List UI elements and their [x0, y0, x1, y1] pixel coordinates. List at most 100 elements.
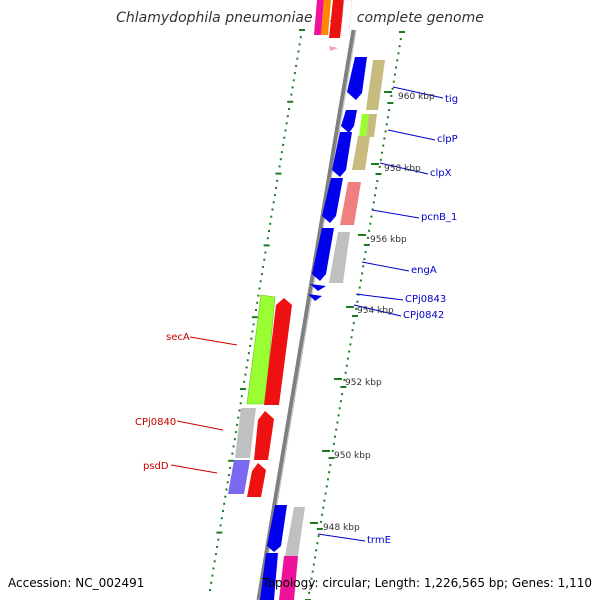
ruler-dot	[226, 481, 229, 484]
gene-callout-line	[170, 464, 218, 474]
ruler-dot	[390, 94, 393, 97]
ruler-dot	[391, 87, 394, 90]
ruler-dot	[233, 438, 236, 441]
ruler-dot	[364, 251, 367, 254]
ruler-dot	[311, 570, 314, 573]
ruler-dot	[256, 301, 259, 304]
ruler-dot	[337, 414, 340, 417]
ruler-dot	[378, 165, 381, 168]
ruler-dot	[331, 449, 334, 452]
ruler-dot	[316, 542, 319, 545]
ruler-dot	[234, 431, 237, 434]
ruler-dot	[315, 549, 318, 552]
gene-label-secA[interactable]: secA	[166, 332, 190, 343]
feature-top-cluster	[314, 0, 353, 51]
ruler-dot	[324, 492, 327, 495]
ruler-dot	[323, 499, 326, 502]
gene-label-clpP[interactable]: clpP	[437, 134, 458, 145]
ruler-dot	[376, 180, 379, 183]
ruler-dot	[386, 116, 389, 119]
ruler-dot	[374, 194, 376, 197]
gene-label-tig[interactable]: tig	[445, 94, 458, 105]
ruler-dot	[299, 29, 305, 31]
gene-callout-line	[379, 162, 429, 175]
gene-label-clpX[interactable]: clpX	[430, 168, 452, 179]
ruler-dot	[227, 474, 230, 477]
ruler-dot	[393, 73, 396, 76]
ruler-dot	[295, 64, 298, 67]
genome-backbone	[256, 29, 357, 600]
ruler-dot	[368, 229, 371, 232]
ruler-dot	[275, 186, 278, 189]
ruler-dot	[395, 66, 398, 69]
ruler-dot	[338, 407, 341, 410]
feature-tig	[347, 57, 385, 110]
ruler-inner	[209, 29, 305, 591]
gene-label-psdD[interactable]: psdD	[143, 461, 169, 472]
ruler-dot	[259, 280, 262, 283]
gene-label-trmE[interactable]: trmE	[367, 535, 391, 546]
ruler-dot	[332, 442, 335, 445]
ruler-dot	[291, 86, 294, 89]
ruler-dot	[231, 452, 234, 455]
ruler-dot	[263, 244, 270, 247]
ruler-dot	[214, 553, 217, 556]
position-label-956: 956 kbp	[370, 235, 407, 245]
gene-label-engA[interactable]: engA	[411, 265, 437, 276]
gene-callout-line	[361, 261, 410, 272]
ruler-dot	[384, 130, 387, 133]
ruler-dot	[379, 158, 382, 161]
ruler-dot	[327, 478, 329, 481]
ruler-dot	[228, 459, 235, 462]
ruler-dot	[251, 316, 258, 319]
ruler-dot	[266, 237, 269, 240]
ruler-dot	[272, 201, 275, 204]
ruler-dot	[398, 45, 401, 48]
ruler-dot	[349, 343, 352, 346]
feature-CPj0842	[308, 294, 322, 301]
ruler-dot	[211, 574, 214, 577]
ruler-dot	[312, 563, 315, 566]
ruler-dot	[292, 79, 295, 82]
ruler-dot	[290, 93, 293, 96]
ruler-dot	[382, 144, 385, 147]
gene-label-CPj0840[interactable]: CPj0840	[135, 417, 176, 428]
ruler-dot	[317, 535, 320, 538]
ruler-dot	[310, 577, 313, 580]
ruler-dot	[350, 336, 353, 339]
ruler-dot	[269, 222, 272, 225]
ruler-dot	[355, 307, 358, 310]
gene-label-CPj0843[interactable]: CPj0843	[405, 294, 446, 305]
ruler-dot	[276, 179, 279, 182]
ruler-dot	[278, 165, 281, 168]
ruler-dot	[385, 123, 388, 126]
gene-label-CPj0842[interactable]: CPj0842	[403, 310, 444, 321]
ruler-dot	[216, 545, 219, 548]
ruler-dot	[252, 323, 255, 326]
ruler-dot	[392, 80, 395, 83]
ruler-dot	[250, 337, 253, 340]
gene-callout-line	[353, 304, 402, 317]
gene-labels: tig clpP clpX pcnB_1 engA CPj0843 CPj084…	[135, 94, 458, 546]
gene-callout-line	[371, 209, 420, 219]
ruler-dot	[363, 244, 370, 246]
feature-secA	[246, 294, 292, 405]
ruler-dot	[397, 52, 400, 55]
ruler-dot	[255, 309, 257, 311]
ruler-dot	[381, 151, 383, 154]
ruler-dot	[344, 371, 347, 374]
ruler-dot	[285, 122, 288, 125]
ruler-dot	[270, 215, 273, 218]
ruler-dot	[217, 538, 220, 541]
position-label-948: 948 kbp	[323, 523, 360, 533]
gene-label-pcnB_1[interactable]: pcnB_1	[421, 212, 457, 223]
gene-callout-line	[355, 293, 404, 301]
ruler-dot	[247, 352, 250, 355]
feature-clpX	[332, 132, 370, 177]
ruler-dot	[222, 510, 224, 512]
ruler-dot	[225, 488, 228, 491]
ruler-dot	[348, 350, 351, 353]
ruler-dot	[340, 386, 347, 388]
